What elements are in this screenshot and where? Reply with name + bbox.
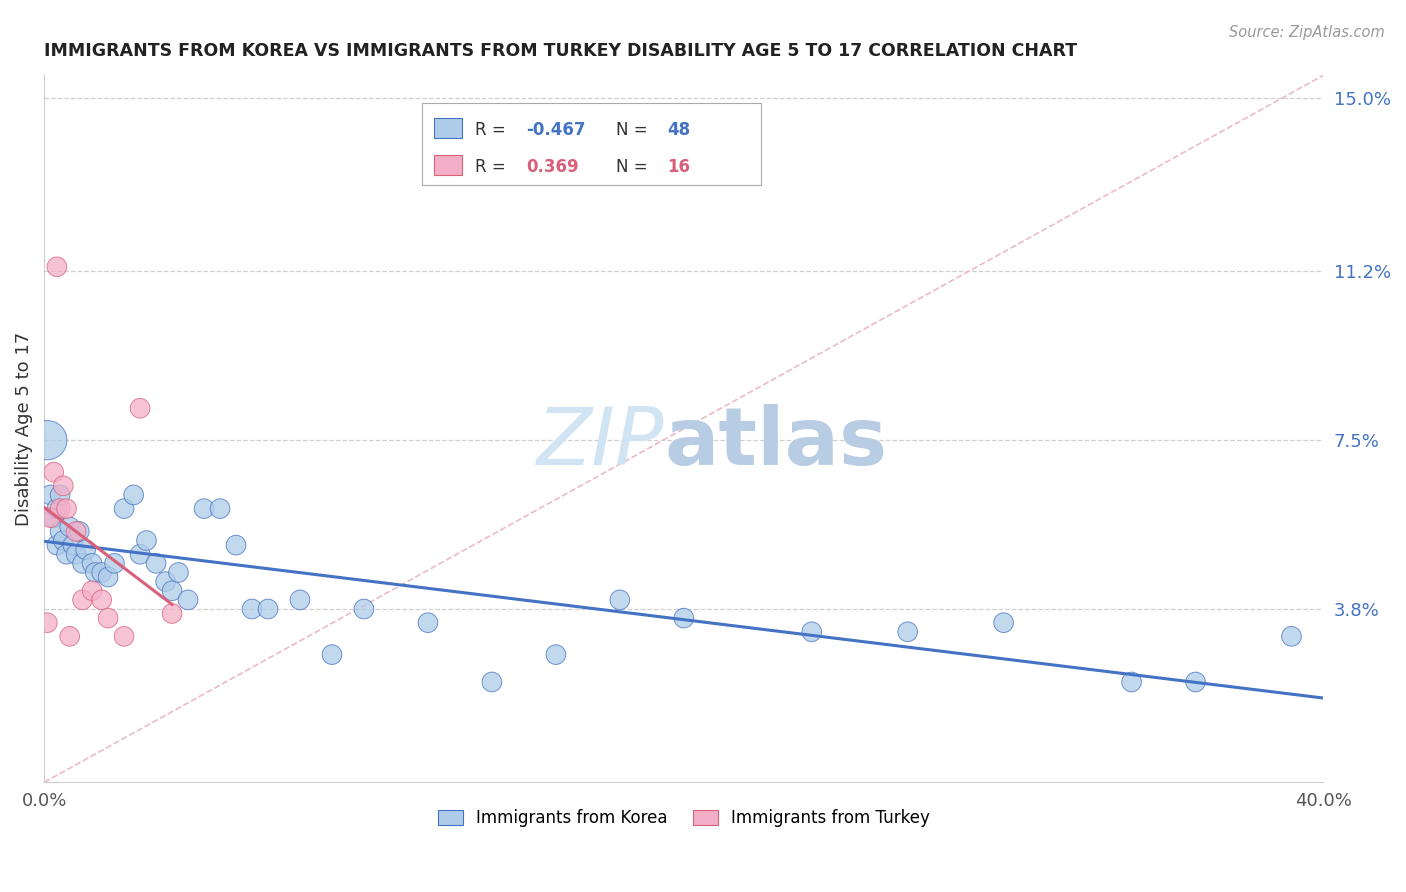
Text: 16: 16 — [668, 159, 690, 177]
Point — [37, 615, 59, 630]
Point — [353, 602, 375, 616]
Text: Source: ZipAtlas.com: Source: ZipAtlas.com — [1229, 25, 1385, 40]
Point — [45, 501, 67, 516]
Point — [122, 488, 145, 502]
Text: N =: N = — [616, 159, 652, 177]
Text: ZIP: ZIP — [537, 404, 665, 482]
Text: R =: R = — [475, 121, 512, 139]
Point — [52, 479, 75, 493]
Point — [55, 547, 77, 561]
Text: 48: 48 — [668, 121, 690, 139]
Point — [321, 648, 343, 662]
Point — [49, 488, 72, 502]
Point — [177, 592, 200, 607]
Point — [49, 501, 72, 516]
Point — [65, 524, 87, 539]
Point — [160, 583, 183, 598]
Point — [257, 602, 280, 616]
Point — [72, 592, 94, 607]
Point — [897, 624, 920, 639]
Point — [672, 611, 695, 625]
Point — [167, 566, 190, 580]
Point — [193, 501, 215, 516]
Point — [129, 547, 152, 561]
Point — [84, 566, 107, 580]
Point — [72, 557, 94, 571]
Point — [90, 592, 112, 607]
Point — [481, 675, 503, 690]
Point — [39, 488, 62, 502]
FancyBboxPatch shape — [434, 118, 463, 138]
Point — [59, 629, 82, 643]
Point — [59, 520, 82, 534]
Point — [90, 566, 112, 580]
Point — [112, 501, 135, 516]
Text: -0.467: -0.467 — [526, 121, 586, 139]
Point — [800, 624, 823, 639]
Point — [1121, 675, 1143, 690]
Point — [42, 510, 65, 524]
Point — [135, 533, 157, 548]
Point — [39, 510, 62, 524]
Point — [288, 592, 311, 607]
Point — [45, 260, 67, 274]
Point — [97, 570, 120, 584]
Point — [80, 583, 103, 598]
Point — [67, 524, 90, 539]
Point — [75, 542, 97, 557]
Point — [80, 557, 103, 571]
Point — [145, 557, 167, 571]
Point — [155, 574, 177, 589]
Y-axis label: Disability Age 5 to 17: Disability Age 5 to 17 — [15, 332, 32, 526]
Point — [42, 465, 65, 479]
Point — [49, 524, 72, 539]
Legend: Immigrants from Korea, Immigrants from Turkey: Immigrants from Korea, Immigrants from T… — [432, 803, 936, 834]
Point — [65, 547, 87, 561]
Text: R =: R = — [475, 159, 512, 177]
Point — [97, 611, 120, 625]
Text: 0.369: 0.369 — [526, 159, 579, 177]
Point — [129, 401, 152, 416]
Point — [160, 607, 183, 621]
Point — [208, 501, 231, 516]
FancyBboxPatch shape — [422, 103, 761, 185]
Text: atlas: atlas — [665, 404, 887, 482]
Point — [416, 615, 439, 630]
Point — [609, 592, 631, 607]
Text: N =: N = — [616, 121, 652, 139]
Point — [55, 501, 77, 516]
Point — [1184, 675, 1206, 690]
Point — [240, 602, 263, 616]
Point — [1281, 629, 1303, 643]
Point — [62, 538, 84, 552]
Point — [112, 629, 135, 643]
Point — [45, 538, 67, 552]
FancyBboxPatch shape — [434, 155, 463, 176]
Point — [103, 557, 125, 571]
Text: IMMIGRANTS FROM KOREA VS IMMIGRANTS FROM TURKEY DISABILITY AGE 5 TO 17 CORRELATI: IMMIGRANTS FROM KOREA VS IMMIGRANTS FROM… — [44, 42, 1077, 60]
Point — [37, 433, 59, 447]
Point — [544, 648, 567, 662]
Point — [52, 533, 75, 548]
Point — [993, 615, 1015, 630]
Point — [225, 538, 247, 552]
